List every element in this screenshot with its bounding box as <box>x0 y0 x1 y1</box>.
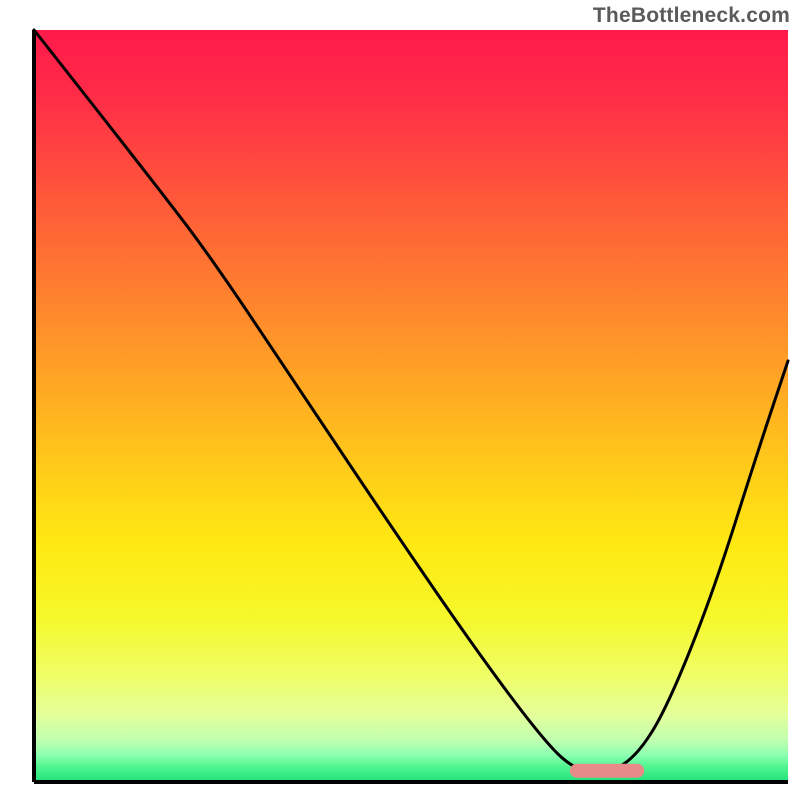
chart-svg <box>0 0 800 800</box>
chart-container: TheBottleneck.com <box>0 0 800 800</box>
watermark-text: TheBottleneck.com <box>593 4 790 28</box>
plot-background <box>34 30 788 782</box>
